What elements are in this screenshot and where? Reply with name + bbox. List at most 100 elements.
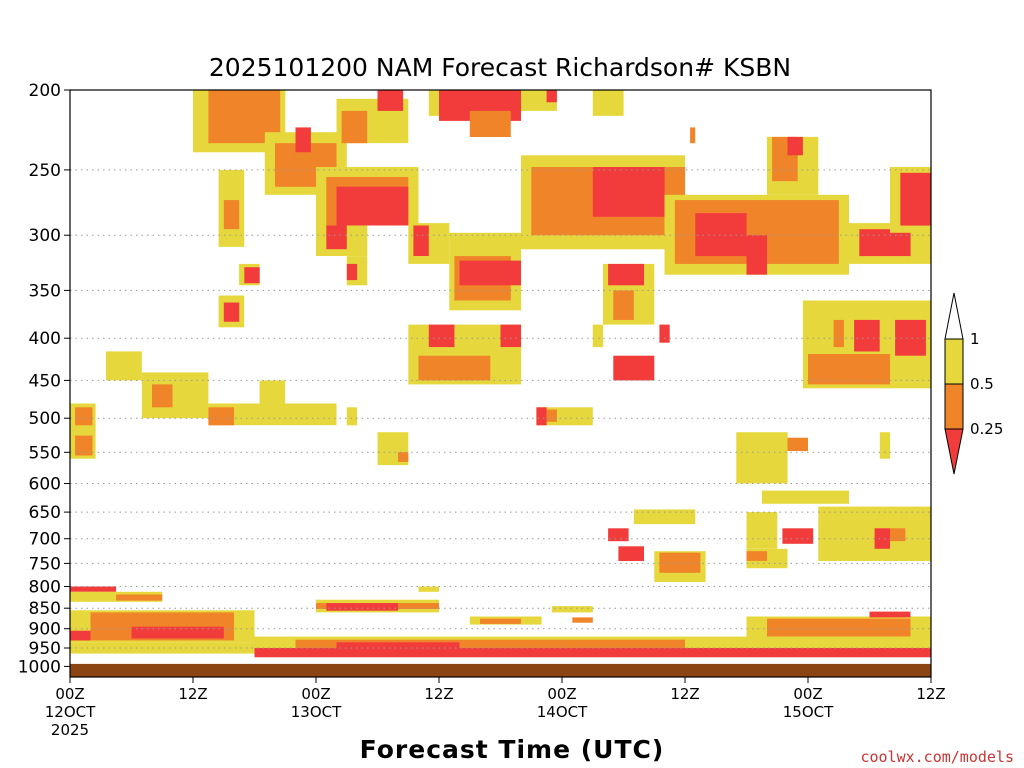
x-tick-label-4-1: 00Z — [547, 685, 576, 703]
legend-label-0: 1 — [970, 330, 980, 348]
ri-cell-lt025-60 — [895, 319, 926, 356]
y-tick-label-850: 850 — [29, 599, 61, 619]
y-tick-label-550: 550 — [29, 443, 61, 463]
ri-cell-lt05-58 — [808, 354, 890, 385]
ri-cell-lt1-106 — [551, 606, 593, 613]
ri-cell-lt025-19 — [326, 225, 347, 250]
y-tick-label-300: 300 — [29, 226, 61, 246]
chart-title: 2025101200 NAM Forecast Richardson# KSBN — [209, 53, 791, 82]
ri-cell-lt05-92 — [746, 551, 767, 561]
ri-cell-lt025-90 — [618, 546, 644, 561]
ri-cell-lt025-41 — [787, 136, 803, 156]
legend-label-1: 0.5 — [970, 375, 994, 393]
credit-text: coolwx.com/models — [860, 748, 1014, 766]
ri-cell-lt025-33 — [695, 213, 747, 257]
x-tick-label-2-2: 13OCT — [291, 703, 342, 721]
ri-cell-lt025-86 — [874, 528, 890, 549]
ri-cell-lt1-115 — [70, 642, 255, 654]
y-tick-label-650: 650 — [29, 503, 61, 523]
ri-cell-lt025-73 — [536, 407, 547, 426]
ri-cell-lt025-52 — [428, 324, 455, 348]
ri-cell-lt025-84 — [782, 528, 814, 544]
x-axis-label: Forecast Time (UTC) — [360, 735, 665, 764]
ri-cell-lt1-13 — [592, 90, 624, 116]
ri-cell-lt025-56 — [659, 324, 670, 343]
legend-swatch-bottom-arrow — [944, 428, 964, 475]
y-axis-ticks: 200 250 300 350 400 450 500 550 600 650 700 750 8008… — [18, 81, 70, 677]
ri-cell-lt1-67 — [259, 380, 286, 411]
ri-cell-lt025-4 — [295, 127, 311, 153]
ri-cell-lt025-7 — [377, 90, 404, 111]
x-tick-label-3-1: 12Z — [424, 685, 453, 703]
ri-cell-lt1-68 — [346, 407, 358, 426]
ri-cell-lt1-65 — [208, 403, 337, 426]
x-tick-label-4-2: 14OCT — [537, 703, 588, 721]
ri-cell-lt05-105 — [480, 618, 521, 624]
x-tick-label-7-1: 12Z — [916, 685, 945, 703]
ri-cell-lt025-113 — [254, 648, 931, 658]
ri-cell-lt05-74 — [546, 409, 557, 422]
ri-cell-lt025-110 — [869, 611, 911, 618]
y-tick-label-500: 500 — [29, 409, 61, 429]
ri-cell-lt025-38 — [900, 172, 932, 226]
legend-label-2: 0.25 — [970, 420, 1003, 438]
ri-cell-lt05-49 — [613, 290, 634, 320]
y-tick-label-450: 450 — [29, 371, 61, 391]
ri-cell-lt05-6 — [341, 110, 368, 144]
ri-cell-lt025-43 — [413, 225, 429, 256]
ri-cell-lt025-46 — [459, 260, 521, 286]
y-tick-label-900: 900 — [29, 620, 61, 640]
ri-cell-lt025-27 — [223, 302, 240, 322]
ri-cell-lt1-77 — [736, 432, 788, 484]
ri-cell-lt025-53 — [500, 324, 521, 348]
y-tick-label-250: 250 — [29, 161, 61, 181]
ri-cell-lt025-25 — [244, 267, 260, 284]
ri-cell-lt05-51 — [418, 355, 491, 381]
legend: 1 0.5 0.25 — [944, 292, 1003, 475]
ri-cell-lt05-87 — [890, 528, 906, 542]
ri-cell-lt05-71 — [75, 435, 93, 456]
ri-cell-lt1-99 — [418, 586, 439, 592]
legend-swatch-1 — [944, 338, 964, 385]
y-tick-label-600: 600 — [29, 475, 61, 495]
ri-cell-lt05-66 — [208, 407, 234, 426]
ri-cell-lt05-10 — [469, 110, 511, 137]
y-tick-label-400: 400 — [29, 329, 61, 349]
x-tick-label-0-2: 12OCT — [45, 703, 96, 721]
x-tick-label-2-1: 00Z — [301, 685, 330, 703]
ri-cell-lt05-76 — [398, 452, 409, 462]
y-tick-label-200: 200 — [29, 81, 61, 101]
legend-swatch-top-arrow — [944, 292, 964, 340]
ri-cell-lt05-78 — [787, 437, 808, 451]
ri-cell-lt025-59 — [854, 319, 880, 352]
ground-surface — [70, 663, 931, 677]
x-tick-label-0-1: 00Z — [55, 685, 84, 703]
ri-cell-lt025-48 — [608, 263, 644, 286]
x-tick-label-1-1: 12Z — [178, 685, 207, 703]
plot-area — [70, 90, 932, 658]
ri-cell-lt05-95 — [116, 594, 163, 601]
ri-cell-lt1-81 — [633, 509, 696, 525]
ri-cell-lt1-62 — [105, 351, 142, 381]
ri-cell-lt05-112 — [295, 639, 685, 650]
y-tick-label-800: 800 — [29, 578, 61, 598]
ri-cell-lt05-23 — [223, 200, 240, 230]
x-tick-label-5-1: 12Z — [670, 685, 699, 703]
ri-cell-lt025-36 — [859, 229, 911, 257]
x-tick-label-6-1: 00Z — [793, 685, 822, 703]
ri-cell-lt025-30 — [592, 167, 665, 217]
ri-cell-lt025-82 — [608, 528, 629, 542]
ri-cell-lt025-17 — [336, 186, 409, 226]
ri-cell-lt025-98 — [326, 603, 399, 611]
y-tick-label-350: 350 — [29, 281, 61, 301]
ri-cell-lt025-114 — [336, 642, 460, 649]
y-tick-label-700: 700 — [29, 530, 61, 550]
ri-cell-lt025-34 — [746, 235, 767, 275]
ri-cell-lt025-12 — [546, 90, 557, 103]
ri-cell-lt025-103 — [70, 630, 91, 641]
ri-cell-lt025-21 — [346, 263, 358, 281]
y-tick-label-750: 750 — [29, 554, 61, 574]
ri-cell-lt05-107 — [572, 617, 593, 623]
